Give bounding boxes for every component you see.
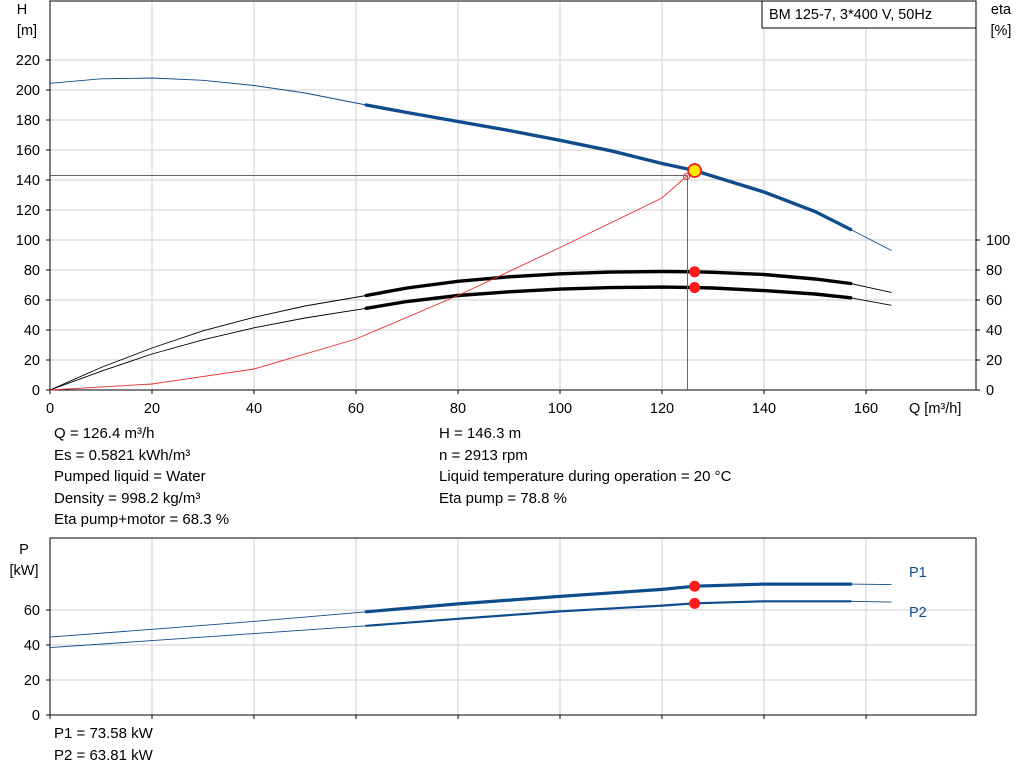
- system-curve-end-marker: [683, 173, 690, 180]
- y-left-tick-label: 140: [16, 173, 40, 189]
- info-specific-energy: Es = 0.5821 kWh/m³: [54, 446, 191, 464]
- x-tick-label: 100: [548, 401, 572, 417]
- info-density: Density = 998.2 kg/m³: [54, 489, 201, 507]
- upper-chart: 0 20 40 60 80 100 120 140 160 0 20 40 60 80 100 120 140 1…: [16, 0, 1012, 417]
- lower-operating-points: [689, 580, 701, 609]
- x-tick-label: 40: [246, 401, 262, 417]
- y-left-tick-label: 80: [24, 263, 40, 279]
- upper-tick-labels: 0 20 40 60 80 100 120 140 160 0 20 40 60 80 100 120 140 1…: [16, 53, 1010, 417]
- y-left-tick-label: 100: [16, 233, 40, 249]
- y-right-tick-label: 0: [986, 383, 994, 399]
- head-curve-thick: [364, 103, 853, 232]
- info-left: Q = 126.4 m³/h Es = 0.5821 kWh/m³ Pumped…: [54, 423, 229, 531]
- badge-box: [761, 0, 977, 29]
- y-right-tick-label: 40: [986, 323, 1002, 339]
- info-liquid-temperature: Liquid temperature during operation = 20…: [439, 468, 732, 485]
- lower-series: [49, 582, 892, 649]
- x-tick-label: 60: [348, 401, 364, 417]
- y-left-tick-label: 120: [16, 203, 40, 219]
- head-curve-thin: [49, 77, 892, 251]
- lower-grid: [50, 538, 976, 715]
- p1-curve-thin: [49, 583, 892, 638]
- x-tick-label: 140: [752, 401, 776, 417]
- info-middle: H = 146.3 m n = 2913 rpm Liquid temperat…: [439, 423, 731, 509]
- lower-chart: 0 20 40 60 P [kW] P1 P2: [10, 537, 977, 724]
- y-right-tick-label: 20: [986, 353, 1002, 369]
- system-curve: [49, 175, 688, 391]
- x-tick-label: 160: [854, 401, 878, 417]
- h-axis-unit: [m]: [17, 23, 37, 39]
- eta-axis-label: eta: [991, 2, 1012, 18]
- info-speed: n = 2913 rpm: [439, 446, 528, 464]
- p1-point-marker: [689, 580, 701, 592]
- upper-operating-points: [50, 163, 703, 390]
- p2-curve-thin: [49, 600, 892, 649]
- y-right-tick-label: 60: [986, 293, 1002, 309]
- p-tick-label: 60: [24, 603, 40, 619]
- x-tick-label: 20: [144, 401, 160, 417]
- info-pumped-liquid: Pumped liquid = Water: [54, 468, 206, 485]
- info-head: H = 146.3 m: [439, 425, 522, 442]
- y-left-tick-label: 60: [24, 293, 40, 309]
- y-left-tick-label: 220: [16, 53, 40, 69]
- y-left-tick-label: 200: [16, 83, 40, 99]
- upper-plot-frame: [49, 0, 977, 391]
- y-left-tick-label: 180: [16, 113, 40, 129]
- y-left-tick-label: 20: [24, 353, 40, 369]
- p2-curve-thick: [365, 600, 852, 627]
- p-tick-label: 40: [24, 638, 40, 654]
- p1-curve-thick: [364, 582, 853, 614]
- h-axis-label: H: [17, 2, 27, 18]
- p-axis-unit: [kW]: [10, 563, 39, 579]
- x-tick-label: 0: [46, 401, 54, 417]
- info-power: P1 = 73.58 kW P2 = 63.81 kW: [54, 723, 153, 766]
- badge-text: BM 125-7, 3*400 V, 50Hz: [769, 7, 932, 23]
- y-left-tick-label: 0: [32, 383, 40, 399]
- p-axis-label: P: [19, 542, 29, 558]
- x-tick-label: 120: [650, 401, 674, 417]
- info-p2: P2 = 63.81 kW: [54, 746, 153, 764]
- eta-pump-motor-curve-thin: [49, 286, 892, 391]
- p2-point-marker: [689, 597, 701, 609]
- eta-axis-unit: [%]: [991, 23, 1012, 39]
- eta-pump-motor-curve-thick: [364, 285, 853, 310]
- info-eta-pump-motor: Eta pump+motor = 68.3 %: [54, 511, 230, 528]
- y-left-tick-label: 40: [24, 323, 40, 339]
- p-tick-label: 0: [32, 708, 40, 724]
- info-p1: P1 = 73.58 kW: [54, 725, 153, 742]
- y-left-tick-label: 160: [16, 143, 40, 159]
- y-right-tick-label: 80: [986, 263, 1002, 279]
- upper-grid: [50, 1, 976, 390]
- p-tick-label: 20: [24, 673, 40, 689]
- p1-series-label: P1: [909, 565, 927, 581]
- q-axis-label: Q [m³/h]: [909, 401, 961, 417]
- eta-pump-motor-point-marker: [689, 282, 701, 294]
- x-tick-label: 80: [450, 401, 466, 417]
- p2-series-label: P2: [909, 605, 927, 621]
- pump-model-badge: BM 125-7, 3*400 V, 50Hz: [761, 0, 977, 29]
- upper-series: [49, 77, 892, 391]
- eta-pump-curve-thick: [364, 269, 853, 298]
- lower-plot-frame: [49, 537, 977, 716]
- lower-tick-labels: 0 20 40 60: [24, 603, 867, 724]
- eta-pump-point-marker: [689, 266, 701, 278]
- y-right-tick-label: 100: [986, 233, 1010, 249]
- info-flow: Q = 126.4 m³/h: [54, 425, 155, 442]
- duty-point-marker: [687, 163, 703, 178]
- info-eta-pump: Eta pump = 78.8 %: [439, 489, 567, 507]
